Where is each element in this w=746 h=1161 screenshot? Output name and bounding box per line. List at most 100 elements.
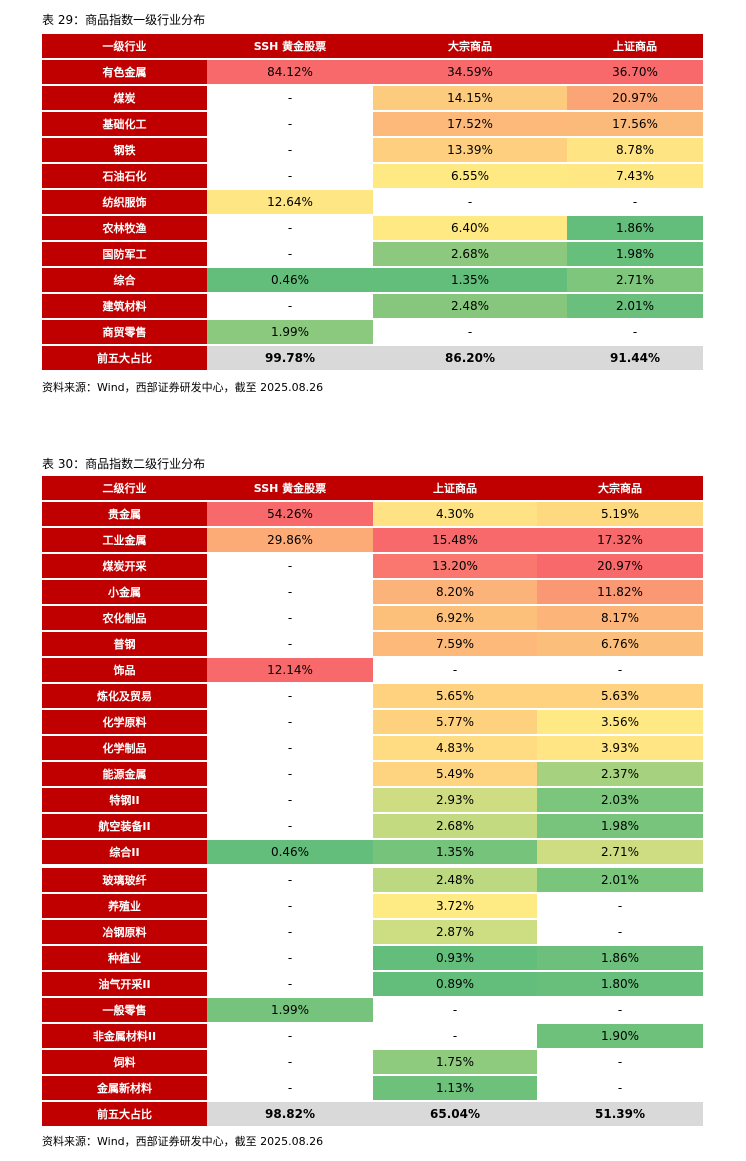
row-label: 种植业: [42, 946, 207, 972]
value-cell: 8.17%: [537, 606, 703, 632]
table-row: 普钢 -7.59% 6.76%: [42, 632, 703, 658]
value-cell: 2.37%: [537, 762, 703, 788]
value-cell: 13.39%: [373, 138, 567, 164]
total-label: 前五大占比: [42, 346, 207, 370]
row-label: 纺织服饰: [42, 190, 207, 216]
row-label: 有色金属: [42, 60, 207, 86]
value-cell: -: [207, 242, 373, 268]
value-cell: -: [207, 164, 373, 190]
row-label: 煤炭开采: [42, 554, 207, 580]
value-cell: 6.55%: [373, 164, 567, 190]
table-29-source-note: 资料来源：Wind，西部证券研发中心，截至 2025.08.26: [42, 381, 324, 394]
value-cell: -: [373, 998, 537, 1024]
value-cell: -: [537, 920, 703, 946]
row-label: 农化制品: [42, 606, 207, 632]
header-industry: 二级行业: [42, 476, 207, 502]
value-cell: 4.30%: [373, 502, 537, 528]
value-cell: -: [207, 606, 373, 632]
value-cell: 5.19%: [537, 502, 703, 528]
value-cell: -: [207, 894, 373, 920]
header-bulk-commodity: 大宗商品: [373, 34, 567, 60]
value-cell: -: [537, 998, 703, 1024]
table-row: 煤炭开采 -13.20% 20.97%: [42, 554, 703, 580]
value-cell: -: [567, 190, 703, 216]
value-cell: 2.01%: [537, 866, 703, 894]
value-cell: -: [207, 814, 373, 840]
header-sse-commodity: 上证商品: [373, 476, 537, 502]
table-row: 种植业 -0.93% 1.86%: [42, 946, 703, 972]
row-label: 综合: [42, 268, 207, 294]
value-cell: 2.93%: [373, 788, 537, 814]
table-30-industry-level2: 二级行业 SSH 黄金股票 上证商品 大宗商品 贵金属 54.26% 4.30% 5.…: [42, 476, 703, 1126]
value-cell: 29.86%: [207, 528, 373, 554]
row-label: 特钢II: [42, 788, 207, 814]
row-label: 金属新材料: [42, 1076, 207, 1102]
table-row: 航空装备II -2.68% 1.98%: [42, 814, 703, 840]
total-value-cell: 91.44%: [567, 346, 703, 370]
value-cell: 8.20%: [373, 580, 537, 606]
value-cell: 14.15%: [373, 86, 567, 112]
header-sse-commodity: 上证商品: [567, 34, 703, 60]
row-label: 玻璃玻纤: [42, 866, 207, 894]
row-label: 工业金属: [42, 528, 207, 554]
table-row: 饰品 12.14% - -: [42, 658, 703, 684]
value-cell: 2.48%: [373, 866, 537, 894]
row-label: 饰品: [42, 658, 207, 684]
value-cell: 5.63%: [537, 684, 703, 710]
row-label: 油气开采II: [42, 972, 207, 998]
row-label: 炼化及贸易: [42, 684, 207, 710]
table-row: 综合 0.46% 1.35% 2.71%: [42, 268, 703, 294]
row-label: 航空装备II: [42, 814, 207, 840]
total-value-cell: 65.04%: [373, 1102, 537, 1126]
header-industry: 一级行业: [42, 34, 207, 60]
value-cell: 2.68%: [373, 242, 567, 268]
table-row: 商贸零售 1.99% - -: [42, 320, 703, 346]
value-cell: 2.68%: [373, 814, 537, 840]
value-cell: -: [207, 86, 373, 112]
total-value-cell: 98.82%: [207, 1102, 373, 1126]
total-value-cell: 99.78%: [207, 346, 373, 370]
value-cell: -: [207, 972, 373, 998]
total-label: 前五大占比: [42, 1102, 207, 1126]
total-value-cell: 86.20%: [373, 346, 567, 370]
table-row: 饲料 -1.75% -: [42, 1050, 703, 1076]
value-cell: 34.59%: [373, 60, 567, 86]
value-cell: -: [207, 554, 373, 580]
row-label: 养殖业: [42, 894, 207, 920]
total-row: 前五大占比 99.78% 86.20% 91.44%: [42, 346, 703, 370]
row-label: 化学制品: [42, 736, 207, 762]
value-cell: 7.43%: [567, 164, 703, 190]
total-row: 前五大占比 98.82% 65.04% 51.39%: [42, 1102, 703, 1126]
value-cell: -: [537, 894, 703, 920]
value-cell: 1.13%: [373, 1076, 537, 1102]
row-label: 小金属: [42, 580, 207, 606]
value-cell: -: [207, 1024, 373, 1050]
table-row: 特钢II -2.93% 2.03%: [42, 788, 703, 814]
value-cell: 13.20%: [373, 554, 537, 580]
value-cell: -: [207, 138, 373, 164]
table-row: 养殖业 -3.72% -: [42, 894, 703, 920]
value-cell: 6.40%: [373, 216, 567, 242]
value-cell: -: [373, 320, 567, 346]
header-row: 一级行业 SSH 黄金股票 大宗商品 上证商品: [42, 34, 703, 60]
value-cell: -: [207, 580, 373, 606]
value-cell: 17.56%: [567, 112, 703, 138]
value-cell: 17.32%: [537, 528, 703, 554]
value-cell: 1.98%: [537, 814, 703, 840]
value-cell: -: [537, 1050, 703, 1076]
table-row: 钢铁 -13.39% 8.78%: [42, 138, 703, 164]
value-cell: 12.14%: [207, 658, 373, 684]
row-label: 一般零售: [42, 998, 207, 1024]
value-cell: 5.65%: [373, 684, 537, 710]
value-cell: 4.83%: [373, 736, 537, 762]
value-cell: -: [207, 920, 373, 946]
row-label: 饲料: [42, 1050, 207, 1076]
row-label: 石油石化: [42, 164, 207, 190]
value-cell: 2.71%: [567, 268, 703, 294]
value-cell: -: [567, 320, 703, 346]
value-cell: 0.46%: [207, 840, 373, 866]
row-label: 能源金属: [42, 762, 207, 788]
row-label: 化学原料: [42, 710, 207, 736]
table-row: 小金属 -8.20% 11.82%: [42, 580, 703, 606]
row-label: 钢铁: [42, 138, 207, 164]
